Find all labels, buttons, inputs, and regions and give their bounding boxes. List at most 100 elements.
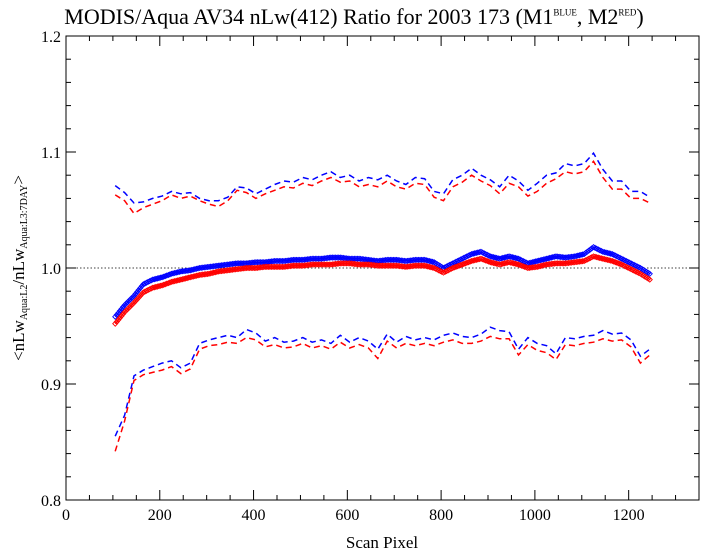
series-point-M1	[135, 286, 142, 294]
series-point-M1	[123, 300, 130, 307]
series-point-M1	[429, 258, 436, 265]
series-point-M1	[160, 273, 167, 280]
series-point-M2	[166, 279, 174, 286]
series-point-M1	[513, 255, 521, 262]
series-point-M2	[451, 264, 458, 271]
series-point-M2	[515, 261, 522, 268]
series-point-M2	[474, 256, 481, 263]
title-end: )	[636, 4, 644, 29]
series-point-M2	[607, 257, 614, 264]
series-point-M2	[177, 276, 185, 283]
series-point-M1	[169, 270, 177, 277]
series-point-M1	[626, 259, 633, 266]
series-point-M1	[138, 283, 145, 290]
series-point-M1	[534, 257, 541, 265]
y-axis-label: <nLwAqua:L2/nLwAqua:L3:7DAY>	[9, 175, 30, 361]
series-point-M2	[174, 277, 181, 284]
series-line-M1-lower	[114, 326, 651, 437]
series-point-M1	[479, 249, 486, 256]
series-point-M2	[540, 262, 547, 269]
series-point-M1	[629, 260, 636, 268]
series-point-M1	[541, 255, 549, 263]
series-point-M2	[626, 265, 633, 272]
axis-ticks: 0 200 400 600 800 1000 1200 0.8 0.9 1.0 1.1 1.2	[41, 29, 700, 524]
series-point-M1	[634, 263, 641, 270]
x-tick-label: 800	[429, 507, 453, 524]
series-point-M1	[593, 245, 600, 252]
y-tick-label: 0.8	[41, 493, 61, 510]
series-point-M1	[112, 313, 119, 320]
series-point-M1	[165, 271, 172, 279]
series-M2-mean	[112, 253, 653, 327]
series-point-M2	[152, 283, 160, 291]
series-point-M1	[573, 252, 580, 260]
series-point-M2	[121, 308, 128, 316]
series-point-M2	[165, 279, 172, 287]
series-point-M2	[632, 268, 639, 275]
series-point-M1	[154, 275, 161, 282]
series-point-M1	[549, 254, 556, 261]
series-point-M1	[596, 247, 603, 254]
series-point-M2	[180, 275, 188, 282]
series-point-M2	[457, 261, 464, 269]
series-point-M1	[162, 272, 169, 280]
series-point-M2	[496, 261, 503, 268]
series-point-M1	[151, 276, 158, 283]
series-point-M1	[571, 253, 578, 260]
series-point-M1	[185, 267, 192, 274]
y-tick-label: 0.9	[41, 377, 61, 394]
series-point-M1	[646, 270, 653, 277]
series-point-M1	[477, 248, 485, 255]
series-point-M1	[499, 254, 506, 262]
series-point-M1	[609, 250, 616, 258]
series-point-M2	[155, 283, 163, 290]
series-point-M1	[615, 254, 622, 261]
series-point-M1	[613, 253, 621, 260]
series-point-M2	[480, 256, 488, 264]
series-point-M2	[609, 257, 616, 265]
series-point-M1	[576, 252, 583, 259]
series-point-M2	[437, 267, 444, 275]
series-point-M2	[518, 262, 525, 269]
series-point-M2	[191, 272, 199, 280]
series-point-M1	[620, 256, 627, 263]
series-point-M1	[126, 297, 133, 304]
series-point-M1	[540, 256, 547, 263]
series-point-M1	[621, 257, 628, 264]
series-point-M2	[535, 263, 542, 270]
ylabel-sub1: Aqua:L2	[19, 285, 30, 321]
series-point-M2	[112, 320, 119, 327]
series-point-M2	[635, 269, 642, 277]
series-point-M1	[545, 255, 552, 262]
series-point-M2	[212, 269, 219, 276]
series-point-M2	[484, 257, 491, 265]
series-point-M1	[468, 250, 475, 258]
series-point-M2	[613, 259, 621, 266]
x-tick-label: 1000	[519, 507, 551, 524]
series-point-M2	[612, 259, 619, 266]
series-point-M2	[616, 260, 624, 268]
series-point-M1	[155, 274, 163, 282]
series-point-M2	[116, 314, 124, 322]
series-point-M2	[149, 284, 156, 291]
series-point-M1	[466, 251, 474, 258]
series-point-M1	[163, 272, 170, 279]
series-point-M2	[465, 259, 472, 266]
series-point-M1	[137, 284, 144, 292]
series-point-M1	[129, 294, 136, 301]
series-point-M2	[123, 307, 130, 314]
series-point-M1	[502, 254, 510, 261]
series-point-M2	[516, 261, 524, 269]
series-point-M1	[632, 262, 639, 269]
series-point-M2	[631, 267, 638, 274]
series-point-M2	[160, 281, 167, 288]
series-point-M2	[135, 294, 142, 301]
x-tick-label: 1200	[613, 507, 645, 524]
series-point-M2	[620, 262, 627, 269]
series-point-M2	[627, 266, 635, 273]
series-M1-mean	[112, 243, 653, 320]
series-point-M2	[210, 269, 217, 276]
series-point-M2	[466, 258, 474, 265]
series-point-M1	[485, 252, 492, 259]
